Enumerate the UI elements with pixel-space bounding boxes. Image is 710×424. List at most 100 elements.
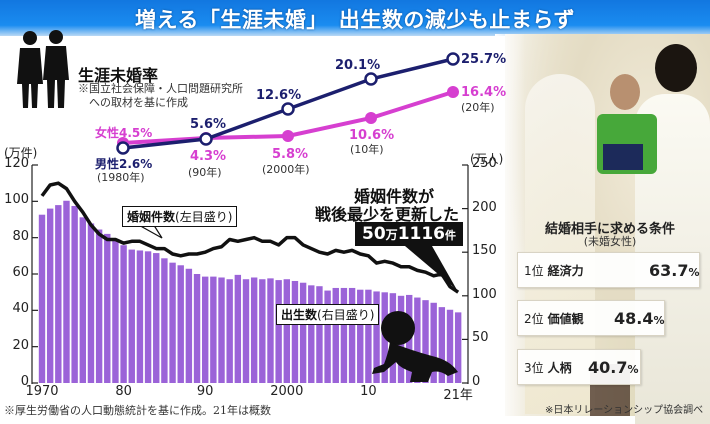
female-2010-label: 10.6% [349, 128, 395, 143]
left-axis-tick: 40 [12, 301, 29, 317]
right-axis-tick: 150 [472, 243, 497, 259]
birth-bar [112, 239, 119, 383]
birth-bar [438, 307, 446, 383]
x-axis-tick: 90 [196, 384, 214, 399]
left-axis-tick: 120 [4, 156, 29, 171]
birth-bar [136, 250, 144, 383]
birth-bar [250, 277, 258, 383]
birth-bar [55, 205, 62, 383]
birth-bar [144, 251, 152, 383]
rate-note-1: ※国立社会保障・人口問題研究所 [78, 82, 243, 95]
birth-bar [414, 297, 421, 383]
year-1980-label: (1980年) [97, 171, 145, 184]
x-axis-tick: 1970 [25, 384, 59, 399]
birth-bar [177, 265, 184, 383]
callout-value: 50万1116件 [355, 222, 464, 246]
birth-bar [38, 214, 46, 383]
birth-bar [340, 287, 348, 383]
birth-bar [454, 312, 462, 383]
rate-title: 生涯未婚率 [78, 66, 159, 85]
right-axis-tick: 200 [472, 199, 497, 215]
birth-bar [185, 268, 193, 383]
baby-silhouette-icon [372, 311, 458, 382]
birth-bar [128, 249, 135, 383]
birth-bar [348, 287, 356, 383]
birth-bar [446, 309, 454, 383]
male-2010-label: 20.1% [335, 58, 381, 73]
birth-bar [275, 280, 282, 383]
birth-bar [291, 280, 299, 383]
birth-bar [95, 229, 103, 383]
left-axis-tick: 0 [20, 374, 29, 389]
conditions-source-note: ※日本リレーションシップ協会調べ [545, 405, 704, 416]
birth-bar [430, 302, 437, 383]
right-axis-tick: 250 [472, 156, 497, 171]
male-1980-label: 男性2.6% [95, 157, 153, 171]
birth-bar [104, 233, 111, 383]
birth-bar [373, 291, 380, 383]
marriage-series-label: 婚姻件数(左目盛り) [122, 206, 238, 227]
x-axis-tick: 80 [115, 384, 132, 399]
birth-bar [71, 205, 78, 383]
condition-row-2: 2位 価値観 48.4% [517, 300, 665, 336]
birth-bar [161, 258, 168, 383]
birth-bar [242, 279, 250, 383]
birth-bar [210, 276, 217, 383]
birth-bar [120, 245, 127, 383]
birth-bar [234, 274, 242, 383]
right-axis-unit: (万人) [470, 152, 504, 166]
condition-row-1: 1位 経済力 63.7% [517, 252, 700, 288]
x-axis-tick: 2000 [270, 384, 304, 399]
right-axis-tick: 100 [472, 286, 497, 302]
year-2000-label: (2000年) [262, 163, 310, 176]
x-axis-tick: 10 [360, 384, 377, 399]
birth-bar [63, 200, 70, 383]
rate-note-2: への取材を基に作成 [89, 96, 188, 109]
female-2020-label: 16.4% [461, 85, 507, 100]
birth-bar [226, 279, 233, 383]
right-axis-tick: 50 [472, 330, 489, 346]
birth-bar [79, 217, 86, 383]
female-2000-label: 5.8% [272, 147, 309, 162]
title-banner [0, 0, 710, 36]
female-1990-label: 4.3% [190, 149, 227, 164]
birth-bar [153, 253, 160, 383]
left-axis-unit: (万件) [4, 146, 38, 160]
conditions-title: 結婚相手に求める条件 [544, 222, 675, 237]
condition-row-3: 3位 人柄 40.7% [517, 349, 641, 385]
birth-bar [422, 300, 429, 383]
male-2020-label: 25.7% [461, 52, 507, 67]
couple-silhouette-icon [17, 30, 69, 108]
birth-bar [283, 279, 290, 383]
left-axis-tick: 60 [12, 265, 29, 280]
x-axis-tick: 21年 [443, 388, 473, 403]
birth-bar [259, 279, 266, 383]
birth-bar [357, 289, 364, 383]
birth-bar [193, 274, 201, 383]
year-2010-label: (10年) [350, 143, 384, 156]
callout-line-1: 婚姻件数が [354, 187, 435, 206]
callout-line-2: 戦後最少を更新した [315, 205, 460, 224]
birth-bar [218, 277, 225, 383]
births-series-label: 出生数(右目盛り) [276, 304, 380, 325]
birth-bar [202, 276, 209, 383]
left-axis-tick: 80 [12, 228, 29, 244]
year-2020-label: (20年) [461, 101, 495, 114]
birth-bar [365, 289, 372, 383]
birth-bar [299, 282, 307, 383]
birth-bar [87, 223, 95, 383]
birth-bar [316, 286, 323, 383]
conditions-subtitle: (未婚女性) [583, 235, 637, 248]
birth-bar [308, 285, 315, 383]
birth-bar [267, 278, 274, 383]
birth-bar [324, 290, 331, 383]
unmarried-rate-chart [116, 52, 460, 155]
left-axis-tick: 20 [12, 337, 29, 353]
chart-source-note: ※厚生労働省の人口動態統計を基に作成。21年は概数 [4, 404, 271, 417]
page-title: 増える「生涯未婚」 出生数の減少も止まらず [135, 8, 575, 32]
birth-bar [46, 208, 54, 383]
right-axis-tick: 0 [472, 374, 481, 389]
male-2000-label: 12.6% [256, 88, 302, 103]
female-1980-label: 女性4.5% [95, 126, 153, 140]
left-axis-tick: 100 [4, 192, 29, 208]
